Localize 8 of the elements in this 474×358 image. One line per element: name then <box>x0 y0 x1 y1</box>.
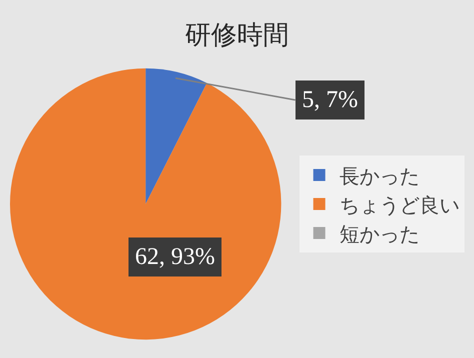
chart-title: 研修時間 <box>185 20 289 50</box>
legend-label: 長かった <box>339 166 420 188</box>
legend-label: 短かった <box>339 224 420 246</box>
pie-slice <box>10 68 281 340</box>
legend-label: ちょうど良い <box>339 194 460 217</box>
data-label: 62, 93% <box>135 244 215 270</box>
data-label: 5, 7% <box>302 87 358 113</box>
pie-slice <box>146 68 207 204</box>
